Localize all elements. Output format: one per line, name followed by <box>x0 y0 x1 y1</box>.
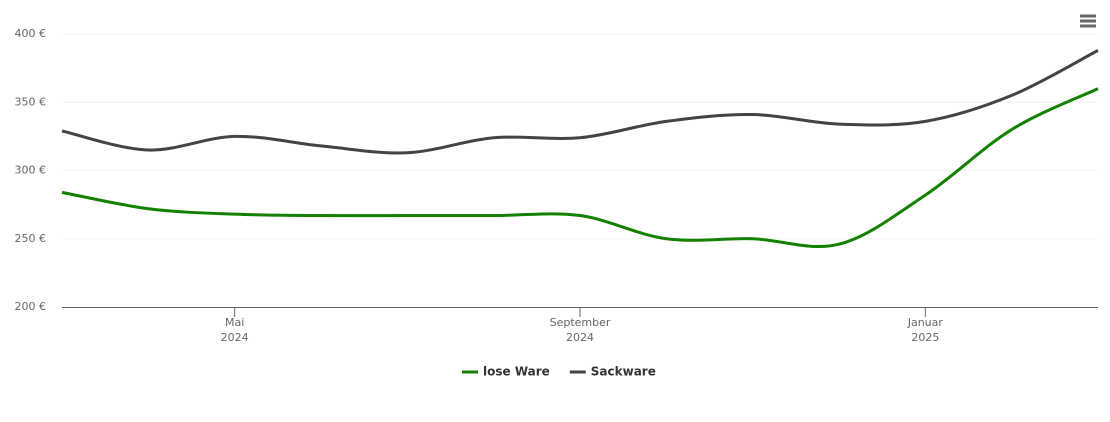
y-tick-label: 300 € <box>15 164 47 177</box>
legend-label: Sackware <box>591 365 656 379</box>
x-tick-label: 2024 <box>566 331 594 344</box>
x-tick-label: Januar <box>907 316 944 329</box>
y-tick-label: 350 € <box>15 95 47 108</box>
y-tick-label: 250 € <box>15 232 47 245</box>
menu-button[interactable] <box>1076 10 1100 32</box>
y-tick-label: 400 € <box>15 27 47 40</box>
legend: lose Ware Sackware <box>462 365 656 379</box>
x-tick-label: Mai <box>225 316 244 329</box>
x-tick-label: 2025 <box>911 331 939 344</box>
y-tick-label: 200 € <box>15 300 47 313</box>
legend-label: lose Ware <box>483 365 550 379</box>
x-tick-label: 2024 <box>221 331 249 344</box>
x-tick-label: September <box>550 316 611 329</box>
series-line <box>61 87 1099 249</box>
series-line <box>61 49 1099 155</box>
